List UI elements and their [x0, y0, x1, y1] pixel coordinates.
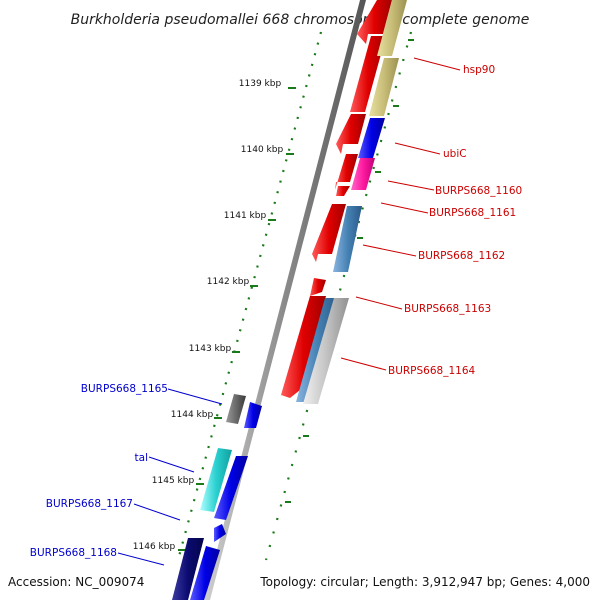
label-ubiC[interactable]: ubiC: [443, 148, 467, 160]
gene-1168-partner: [190, 546, 220, 600]
gene-1168: [172, 538, 204, 600]
gene-red-3: [335, 154, 358, 190]
gene-tal: [200, 448, 232, 512]
tick-label-1140: 1140 kbp: [241, 145, 284, 155]
tick-label-1146: 1146 kbp: [133, 542, 176, 552]
accession-text: Accession: NC_009074: [8, 575, 144, 589]
gene-ubiC: [358, 118, 385, 158]
scale-track: [176, 31, 323, 561]
gene-1164: [303, 298, 349, 404]
gene-hsp90: [369, 58, 399, 116]
label-burps668-1168[interactable]: BURPS668_1168: [30, 547, 117, 559]
gene-1167: [214, 524, 226, 542]
gene-1165: [226, 394, 246, 424]
map-title: Burkholderia pseudomallei 668 chromosome…: [71, 12, 530, 28]
label-burps668-1165[interactable]: BURPS668_1165: [81, 383, 168, 395]
kbp-ticks: [178, 87, 296, 551]
gene-olive-top: [377, 0, 407, 56]
gene-red-2: [336, 114, 366, 154]
gene-red-1: [350, 36, 386, 112]
gene-1160: [351, 158, 375, 190]
chromosome-backbone: [204, 0, 366, 600]
gene-red-6: [310, 278, 326, 296]
label-burps668-1160[interactable]: BURPS668_1160: [435, 185, 522, 197]
gene-red-7: [281, 296, 326, 398]
gene-red-4: [336, 186, 350, 196]
label-leader-lines-reverse: [117, 388, 223, 566]
gene-tick-marks: [285, 39, 414, 503]
label-hsp90[interactable]: hsp90: [463, 64, 495, 76]
label-burps668-1164[interactable]: BURPS668_1164: [388, 365, 476, 377]
tick-label-1141: 1141 kbp: [224, 211, 267, 221]
gene-tal-partner: [214, 456, 248, 520]
tick-label-1144: 1144 kbp: [171, 410, 214, 420]
label-burps668-1162[interactable]: BURPS668_1162: [418, 250, 505, 262]
label-tal[interactable]: tal: [135, 452, 148, 464]
tick-label-1143: 1143 kbp: [189, 344, 232, 354]
tick-label-1142: 1142 kbp: [207, 277, 250, 287]
label-burps668-1167[interactable]: BURPS668_1167: [46, 498, 133, 510]
gene-1162: [333, 206, 362, 272]
tick-label-1139: 1139 kbp: [239, 79, 282, 89]
label-burps668-1163[interactable]: BURPS668_1163: [404, 303, 491, 315]
gene-red-5: [312, 204, 346, 262]
gene-1165-partner: [244, 402, 262, 428]
label-leader-lines-forward: [340, 57, 461, 371]
tick-label-1145: 1145 kbp: [152, 476, 195, 486]
topology-summary-text: Topology: circular; Length: 3,912,947 bp…: [259, 575, 590, 589]
label-burps668-1161[interactable]: BURPS668_1161: [429, 207, 516, 219]
